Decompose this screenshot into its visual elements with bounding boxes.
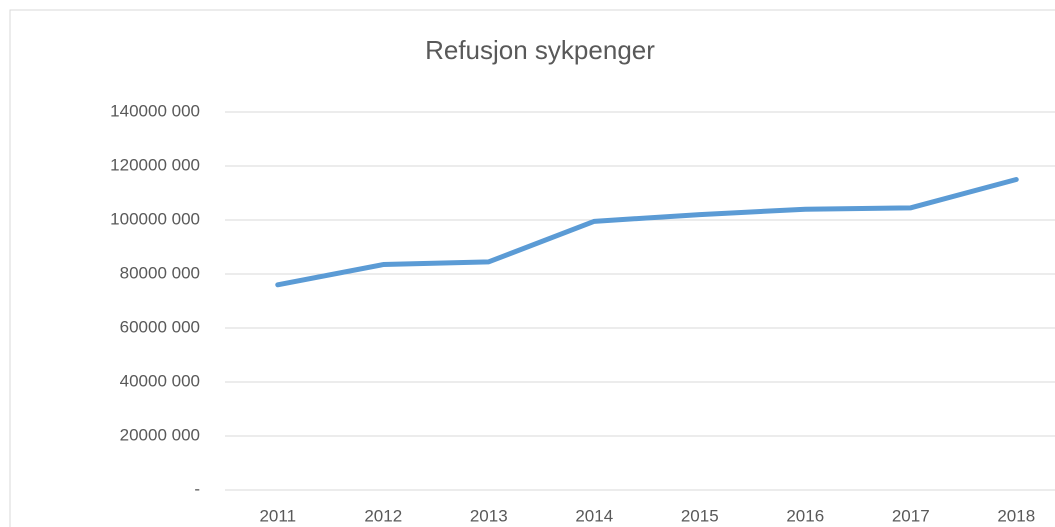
x-tick-label: 2016 [786, 506, 824, 525]
x-tick-label: 2012 [364, 506, 402, 525]
y-tick-label: 120000 000 [110, 155, 200, 174]
x-tick-label: 2014 [575, 506, 613, 525]
y-tick-label: 100000 000 [110, 209, 200, 228]
x-tick-label: 2011 [259, 506, 296, 525]
chart-title: Refusjon sykpenger [425, 35, 655, 65]
x-tick-label: 2017 [892, 506, 930, 525]
y-tick-label: 60000 000 [120, 317, 200, 336]
line-series [275, 177, 1019, 288]
y-tick-label: - [194, 479, 200, 498]
x-tick-label: 2018 [997, 506, 1035, 525]
x-tick-label: 2015 [681, 506, 719, 525]
y-tick-label: 80000 000 [120, 263, 200, 282]
y-tick-label: 40000 000 [120, 371, 200, 390]
y-tick-label: 140000 000 [110, 101, 200, 120]
chart-border [9, 9, 1055, 527]
x-tick-label: 2013 [470, 506, 508, 525]
y-tick-label: 20000 000 [120, 425, 200, 444]
